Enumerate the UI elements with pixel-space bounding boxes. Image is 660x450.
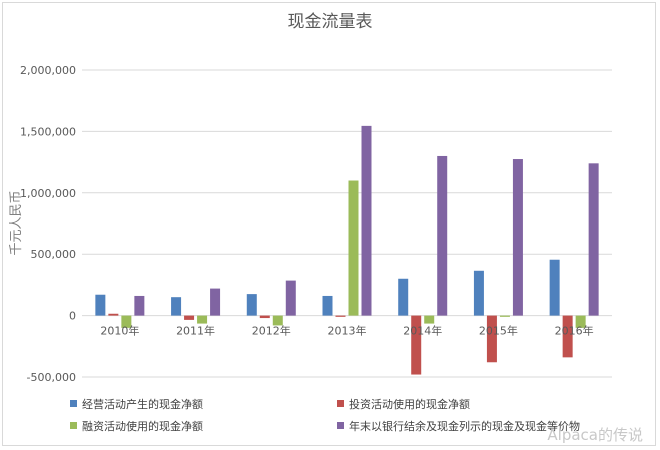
- bar: [398, 278, 409, 316]
- bar: [335, 315, 346, 317]
- legend-label: 年末以银行结余及现金列示的现金及现金等价物: [349, 419, 580, 433]
- bar: [285, 280, 296, 316]
- x-tick-label: 2012年: [252, 324, 291, 338]
- bar: [322, 295, 333, 316]
- bar: [121, 315, 132, 328]
- x-tick-label: 2014年: [403, 324, 442, 338]
- y-tick-label: 1,500,000: [20, 125, 76, 138]
- bar: [486, 315, 497, 363]
- legend-swatch: [337, 400, 344, 407]
- x-tick-label: 2013年: [328, 324, 367, 338]
- x-tick-label: 2015年: [479, 324, 518, 338]
- bar: [184, 315, 195, 320]
- y-axis-label: 千元人民币: [9, 190, 24, 255]
- legend-label: 经营活动产生的现金净额: [82, 397, 203, 411]
- chart-title: 现金流量表: [288, 12, 373, 32]
- x-tick-label: 2010年: [100, 324, 139, 338]
- bar: [272, 315, 283, 326]
- gridlines: [82, 69, 612, 378]
- y-tick-label: 1,000,000: [20, 187, 76, 200]
- bar: [499, 315, 510, 317]
- bar: [259, 315, 270, 319]
- x-axis-ticks: 2010年 2011年 2012年 2013年 2014年 2015年 2016年: [100, 324, 593, 338]
- bar: [361, 125, 372, 316]
- bar: [437, 155, 448, 316]
- bar: [134, 295, 145, 316]
- bar: [197, 315, 208, 324]
- y-axis-ticks: -500,000 0 500,000 1,000,000 1,500,000 2,000,…: [20, 64, 76, 384]
- legend-swatch: [70, 400, 77, 407]
- legend-label: 投资活动使用的现金净额: [349, 397, 470, 411]
- bar: [549, 259, 560, 316]
- y-tick-label: 0: [69, 310, 76, 323]
- bar: [562, 315, 573, 358]
- bar: [108, 313, 119, 316]
- legend-swatch: [337, 422, 344, 429]
- bar: [246, 294, 257, 316]
- y-tick-label: 2,000,000: [20, 64, 76, 77]
- legend-label: 融资活动使用的现金净额: [82, 419, 203, 433]
- bars: [95, 125, 599, 375]
- bar: [210, 288, 221, 316]
- bar: [95, 294, 106, 316]
- x-tick-label: 2011年: [176, 324, 215, 338]
- y-tick-label: 500,000: [31, 248, 77, 261]
- legend-swatch: [70, 422, 77, 429]
- bar: [424, 315, 435, 324]
- watermark: Alpaca的传说: [547, 426, 643, 444]
- bar: [411, 315, 422, 375]
- bar: [588, 163, 599, 316]
- bar: [473, 270, 484, 316]
- bar: [348, 180, 359, 316]
- bar: [512, 159, 523, 316]
- x-tick-label: 2016年: [555, 324, 594, 338]
- y-tick-label: -500,000: [27, 371, 76, 384]
- bar: [171, 297, 182, 316]
- bar: [575, 315, 586, 328]
- chart-frame: [2, 2, 656, 446]
